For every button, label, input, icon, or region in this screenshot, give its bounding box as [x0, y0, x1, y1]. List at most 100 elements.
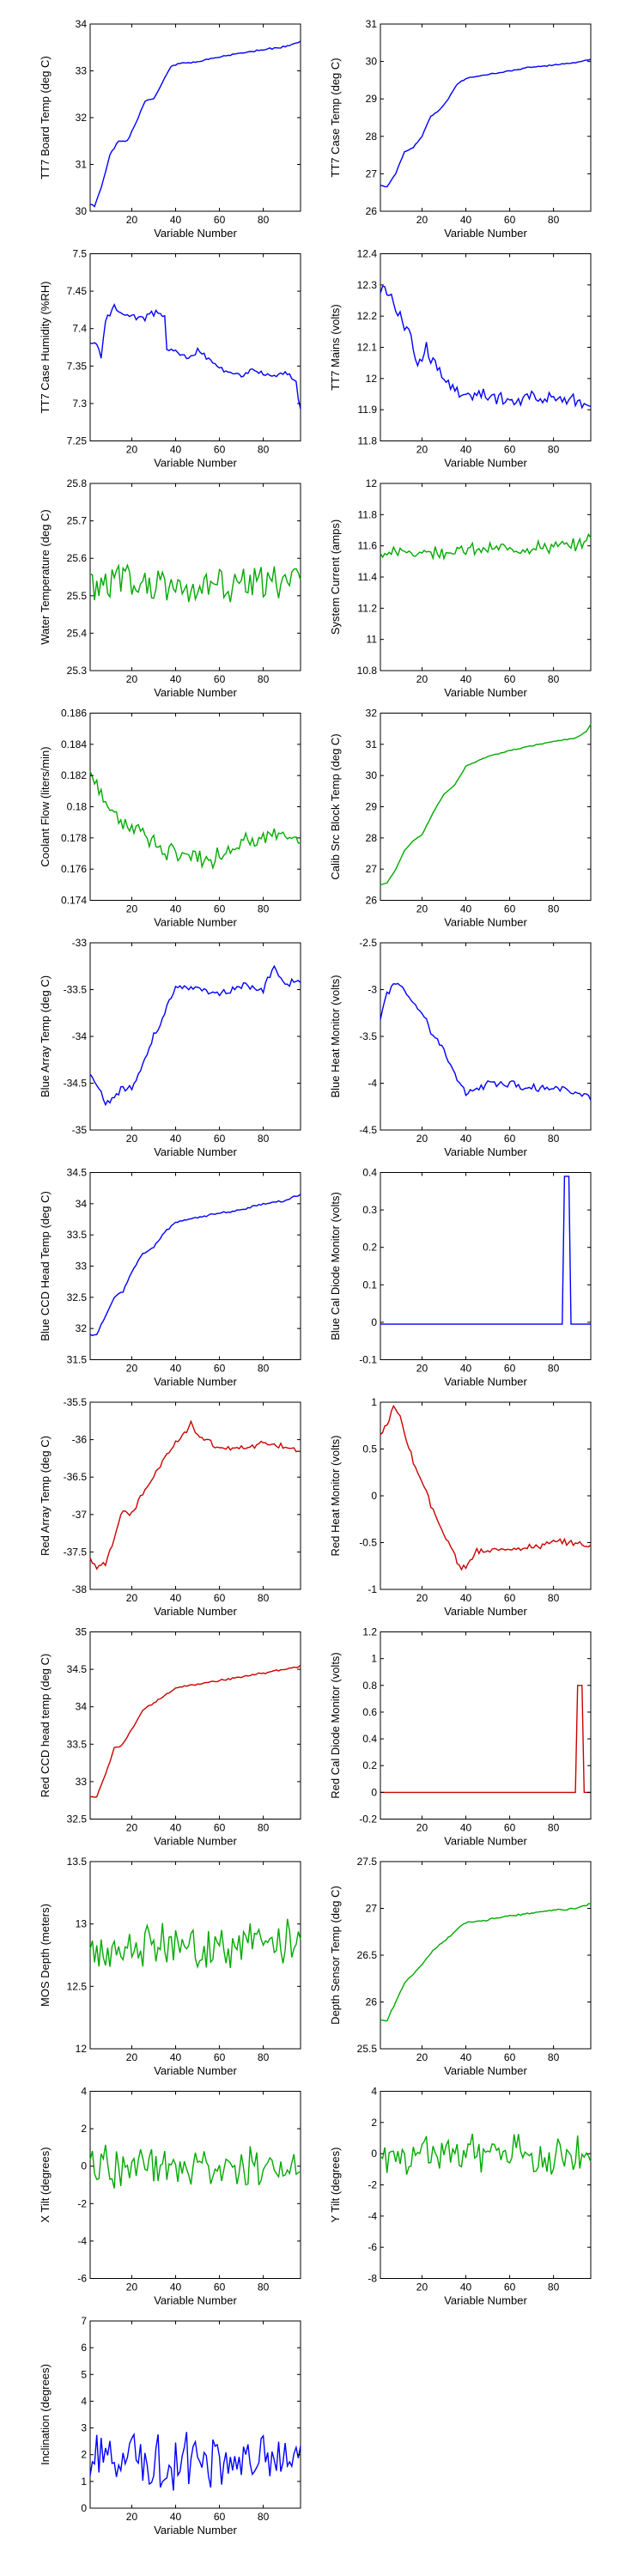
- y-tick-label: -8: [368, 2273, 377, 2285]
- x-axis-label: Variable Number: [444, 1145, 527, 1158]
- y-tick-label: 6: [81, 2342, 87, 2354]
- x-tick-label: 40: [460, 444, 472, 456]
- x-tick-label: 80: [258, 214, 270, 226]
- data-series-line: [89, 40, 301, 208]
- x-tick-label: 60: [214, 2511, 226, 2523]
- y-tick-label: 0.174: [61, 895, 87, 907]
- x-tick-label: 80: [548, 444, 560, 456]
- data-series-line: [380, 982, 592, 1101]
- x-tick-label: 40: [170, 1363, 182, 1375]
- y-tick-label: -2: [368, 2179, 377, 2191]
- y-tick-label: 34: [76, 1198, 88, 1210]
- y-tick-label: 27: [366, 863, 378, 875]
- x-tick-label: 60: [214, 1133, 226, 1145]
- y-tick-label: -34.5: [64, 1078, 88, 1090]
- y-tick-label: 33.5: [67, 1738, 88, 1750]
- y-tick-label: 7: [81, 2315, 87, 2327]
- y-tick-label: 0.3: [362, 1204, 377, 1216]
- x-tick-label: 20: [126, 2281, 138, 2293]
- y-tick-label: 30: [366, 769, 378, 781]
- y-tick-label: -4: [368, 2210, 377, 2222]
- plot-frame: [89, 2320, 301, 2509]
- x-tick-label: 40: [170, 2051, 182, 2063]
- x-tick-label: 80: [548, 2051, 560, 2063]
- data-series-line: [380, 1176, 591, 1325]
- x-tick-label: 60: [214, 903, 226, 915]
- y-tick-label: -37: [72, 1509, 88, 1521]
- y-tick-label: -6: [368, 2241, 377, 2253]
- y-tick-label: 31: [76, 159, 88, 171]
- y-tick-label: 0.186: [61, 708, 87, 720]
- data-series-line: [380, 2133, 592, 2175]
- plot-frame: [89, 1172, 301, 1360]
- chart-12: 20 40 60 80 -0.1 0 0.1 0.2 0.3 0.4 Variable Number…: [329, 1167, 592, 1388]
- y-tick-label: 0.1: [362, 1279, 377, 1291]
- y-tick-label: 0.5: [362, 1443, 377, 1455]
- y-tick-label: 29: [366, 93, 378, 105]
- y-tick-label: 31: [366, 738, 378, 750]
- y-tick-label: 0.182: [61, 769, 87, 781]
- y-axis-label: Inclination (degrees): [39, 2364, 52, 2465]
- y-tick-label: -0.2: [359, 1814, 377, 1826]
- y-tick-label: 28: [366, 832, 378, 844]
- x-tick-label: 40: [460, 2051, 472, 2063]
- x-axis-label: Variable Number: [154, 1835, 237, 1848]
- plot-frame: [89, 2091, 301, 2279]
- plot-frame: [89, 942, 301, 1131]
- x-tick-label: 20: [126, 1363, 138, 1375]
- y-tick-label: 30: [366, 56, 378, 68]
- x-tick-label: 60: [214, 214, 226, 226]
- data-series-line: [89, 302, 301, 410]
- x-tick-label: 60: [504, 2051, 516, 2063]
- y-tick-label: 0.4: [362, 1733, 377, 1745]
- plot-frame: [380, 2091, 592, 2279]
- chart-1: 20 40 60 80 30 31 32 33 34 Variable Number TT7 Boa…: [39, 18, 301, 240]
- x-tick-label: 60: [504, 444, 516, 456]
- x-tick-label: 20: [416, 1822, 428, 1834]
- y-tick-label: 7.5: [72, 248, 87, 260]
- y-tick-label: -2.5: [359, 937, 377, 949]
- data-series-line: [380, 1404, 592, 1571]
- y-tick-label: 0.176: [61, 863, 87, 875]
- y-tick-label: -36.5: [64, 1471, 88, 1483]
- x-tick-label: 60: [214, 673, 226, 685]
- x-tick-label: 80: [258, 2051, 270, 2063]
- y-tick-label: 27: [366, 167, 378, 179]
- y-tick-label: -3: [368, 984, 377, 996]
- data-series-line: [89, 1194, 301, 1337]
- data-series-line: [380, 58, 592, 188]
- x-axis-label: Variable Number: [154, 457, 237, 470]
- x-tick-label: 40: [170, 444, 182, 456]
- x-tick-label: 60: [504, 673, 516, 685]
- data-series-line: [89, 770, 301, 871]
- x-tick-label: 40: [460, 903, 472, 915]
- y-tick-label: 2: [81, 2449, 87, 2461]
- y-axis-label: TT7 Case Humidity (%RH): [39, 282, 52, 414]
- y-axis-label: Calib Src Block Temp (deg C): [329, 733, 342, 879]
- y-axis-label: TT7 Mains (volts): [329, 304, 342, 390]
- y-tick-label: -36: [72, 1434, 88, 1446]
- y-tick-label: 11.8: [358, 435, 378, 447]
- x-axis-label: Variable Number: [444, 2064, 527, 2077]
- x-tick-label: 20: [416, 1133, 428, 1145]
- x-tick-label: 60: [504, 2281, 516, 2293]
- chart-21: 20 40 60 80 0 1 2 3 4 5 6 7 Variable Number Inclinati…: [39, 2315, 301, 2537]
- y-tick-label: -35: [72, 1124, 88, 1136]
- y-axis-label: Y Tilt (degrees): [329, 2148, 342, 2223]
- plot-frame: [380, 23, 592, 212]
- x-tick-label: 60: [504, 903, 516, 915]
- y-tick-label: 25.8: [67, 477, 88, 489]
- x-tick-label: 80: [258, 1592, 270, 1604]
- x-tick-label: 60: [214, 1822, 226, 1834]
- y-axis-label: X Tilt (degrees): [39, 2147, 52, 2222]
- x-tick-label: 20: [416, 2281, 428, 2293]
- x-tick-label: 40: [460, 2281, 472, 2293]
- chart-18: 20 40 60 80 25.5 26 26.5 27 27.5 Variable Number D…: [329, 1856, 592, 2077]
- data-series-line: [89, 1419, 301, 1571]
- chart-14: 20 40 60 80 -1 -0.5 0 0.5 1 Variable Number Red He…: [329, 1396, 592, 1618]
- x-tick-label: 80: [548, 1363, 560, 1375]
- y-axis-label: Coolant Flow (liters/min): [39, 746, 52, 866]
- y-axis-label: TT7 Case Temp (deg C): [329, 58, 342, 177]
- y-tick-label: 32: [76, 112, 88, 124]
- y-tick-label: 25.4: [67, 627, 88, 639]
